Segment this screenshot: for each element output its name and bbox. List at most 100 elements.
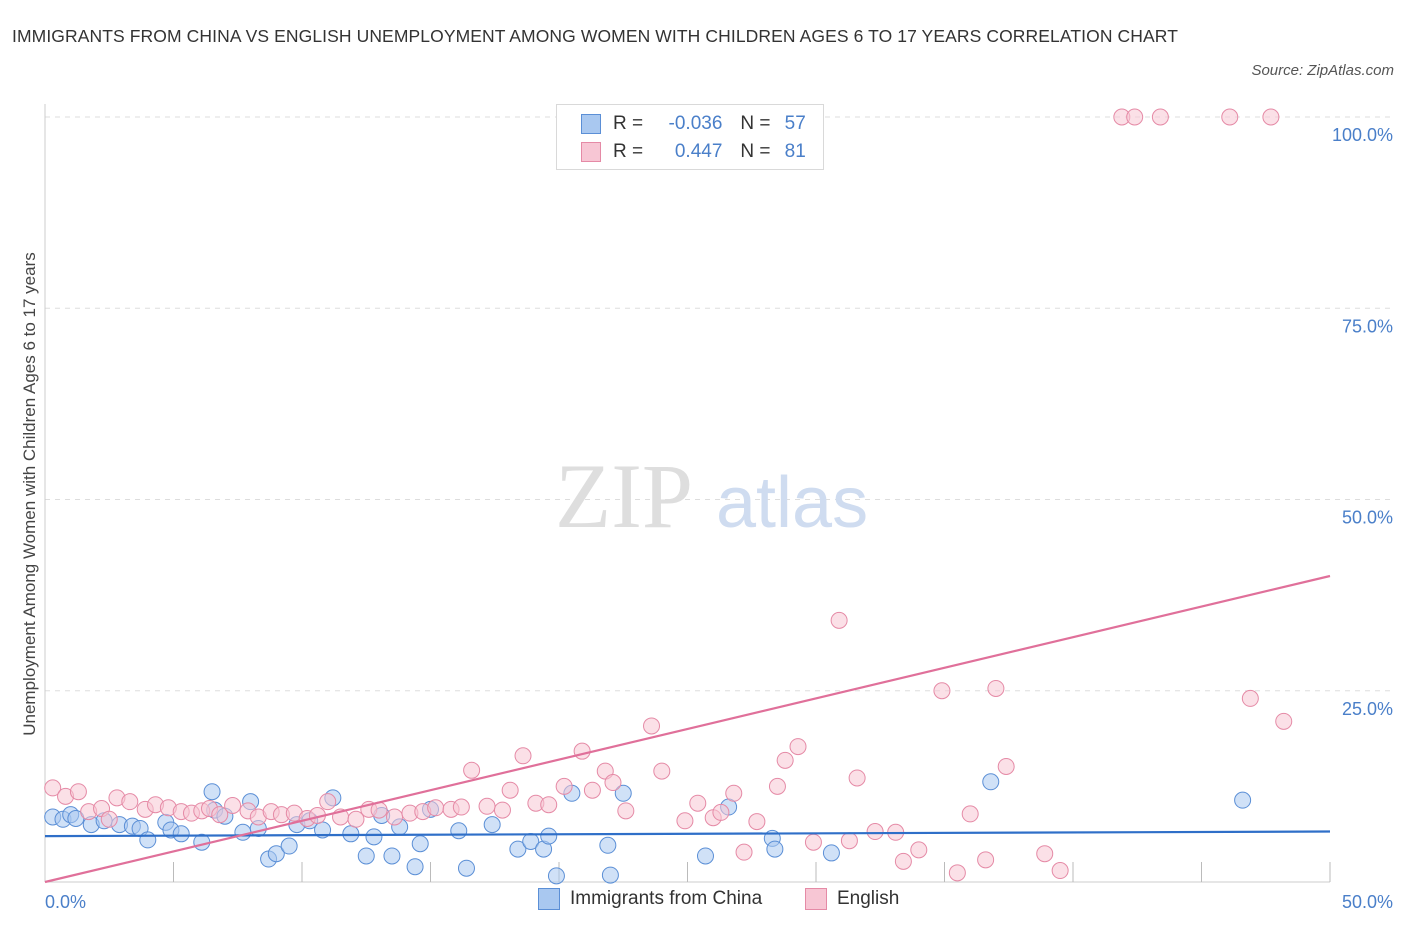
data-point	[1262, 108, 1280, 126]
grid-lines	[45, 116, 1392, 692]
data-point	[614, 784, 632, 802]
data-point	[768, 777, 786, 795]
legend-row-english: R = 0.447 N = 81	[581, 139, 806, 165]
data-point	[463, 761, 481, 779]
legend-n-label: N =	[740, 141, 771, 162]
data-point	[987, 679, 1005, 697]
legend-swatch-china	[581, 114, 601, 134]
data-point	[406, 858, 424, 876]
data-point	[689, 794, 707, 812]
data-point	[483, 816, 501, 834]
data-point	[676, 812, 694, 830]
data-point	[234, 823, 252, 841]
data-point	[712, 803, 730, 821]
data-point	[172, 825, 190, 843]
legend-n-label: N =	[740, 113, 771, 134]
data-point	[894, 852, 912, 870]
data-point	[653, 762, 671, 780]
data-point	[365, 828, 383, 846]
data-point	[1234, 791, 1252, 809]
data-point	[933, 682, 951, 700]
legend-label-china: Immigrants from China	[570, 888, 763, 909]
data-point	[501, 781, 519, 799]
data-point	[100, 810, 118, 828]
x-tick-label: 50.0%	[1342, 892, 1393, 912]
data-point	[386, 808, 404, 826]
tick-labels: 25.0% 50.0% 75.0% 100.0% 0.0% 50.0%	[45, 125, 1393, 912]
data-point	[267, 845, 285, 863]
legend-item-china[interactable]: Immigrants from China	[538, 888, 762, 910]
data-point	[617, 802, 635, 820]
data-point	[601, 866, 619, 884]
watermark-zip: ZIP	[555, 445, 693, 547]
data-point	[224, 797, 242, 814]
data-point	[1051, 862, 1069, 880]
legend-r-label: R =	[613, 113, 644, 134]
data-point	[69, 783, 87, 801]
data-point	[383, 847, 401, 865]
trend-lines	[44, 574, 1331, 884]
trend-line	[44, 574, 1331, 884]
y-tick-label: 75.0%	[1342, 316, 1393, 336]
data-point	[599, 836, 617, 854]
data-point	[457, 859, 475, 877]
data-point	[961, 805, 979, 823]
legend-n-value-english: 81	[784, 141, 806, 162]
data-point	[830, 611, 848, 629]
legend-n-value-china: 57	[784, 113, 806, 134]
data-point	[478, 797, 496, 815]
data-point	[1241, 689, 1259, 707]
data-point	[342, 825, 360, 843]
data-point	[319, 793, 337, 811]
data-point	[547, 867, 565, 885]
data-point	[203, 783, 221, 801]
legend-swatch-english	[805, 888, 827, 910]
data-point	[822, 844, 840, 862]
legend-r-label: R =	[613, 141, 644, 162]
source-label: Source: ZipAtlas.com	[1251, 62, 1394, 79]
x-tick-label: 0.0%	[45, 892, 86, 912]
watermark-atlas: atlas	[716, 463, 868, 543]
data-point	[977, 851, 995, 869]
data-point	[1151, 108, 1169, 126]
data-point	[948, 864, 966, 882]
data-point	[696, 847, 714, 865]
data-point	[514, 747, 532, 765]
legend-r-value-english: 0.447	[674, 141, 723, 162]
data-point	[789, 738, 807, 756]
data-point	[643, 717, 661, 735]
data-point	[357, 847, 375, 865]
legend-r-value-china: -0.036	[668, 113, 723, 134]
data-point	[866, 823, 884, 841]
y-tick-label: 25.0%	[1342, 699, 1393, 719]
data-point	[493, 801, 511, 819]
legend-item-english[interactable]: English	[805, 888, 899, 910]
data-point	[139, 831, 157, 849]
axes	[44, 104, 1331, 883]
data-point	[211, 806, 229, 824]
data-point	[840, 832, 858, 850]
data-point	[997, 757, 1015, 775]
series-legend: Immigrants from China English	[0, 888, 1406, 916]
chart-title: IMMIGRANTS FROM CHINA VS ENGLISH UNEMPLO…	[12, 26, 1178, 46]
data-point	[776, 751, 794, 769]
legend-swatch-english	[581, 142, 601, 162]
data-point	[573, 742, 591, 760]
data-point	[280, 837, 298, 855]
data-point	[910, 841, 928, 859]
data-point	[427, 799, 445, 817]
data-point	[1275, 712, 1293, 730]
series-immigrants-from-china-points	[44, 773, 1252, 885]
data-point	[1221, 108, 1239, 126]
data-point	[604, 774, 622, 792]
data-point	[1126, 108, 1144, 126]
data-point	[735, 843, 753, 861]
data-point	[982, 773, 1000, 791]
data-point	[121, 793, 139, 811]
data-point	[347, 810, 365, 828]
data-point	[725, 784, 743, 802]
y-tick-label: 50.0%	[1342, 508, 1393, 528]
correlation-legend: R = -0.036 N = 57 R = 0.447 N = 81	[556, 104, 824, 170]
trend-line	[44, 830, 1331, 838]
